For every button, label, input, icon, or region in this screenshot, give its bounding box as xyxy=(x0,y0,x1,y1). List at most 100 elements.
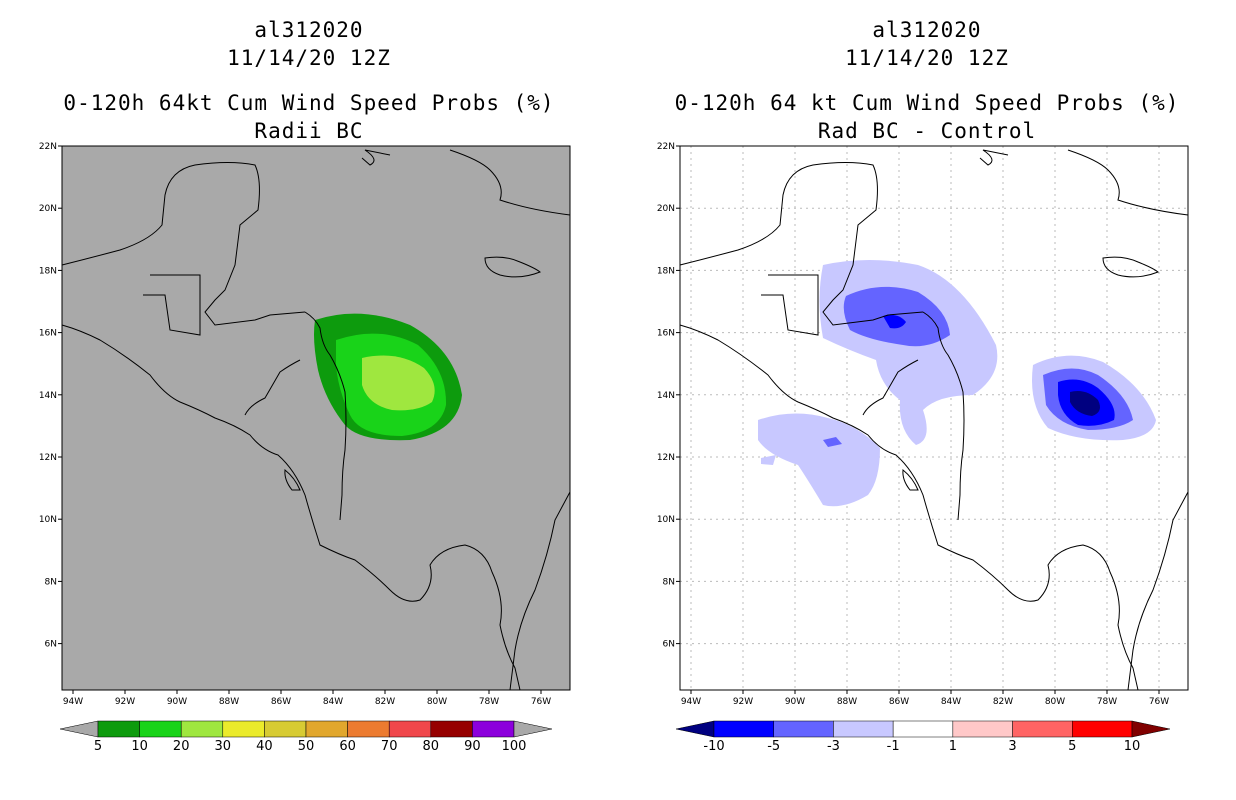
coastline-segment xyxy=(1102,256,1159,278)
coastline-segment xyxy=(361,149,391,166)
lon-label: 78W xyxy=(1097,697,1117,707)
contour-minus1-small xyxy=(761,455,776,465)
lon-label: 92W xyxy=(115,697,135,707)
coastline-segment xyxy=(61,162,306,326)
lat-label: 22N xyxy=(39,142,57,152)
colorbar-label: 80 xyxy=(423,739,440,754)
lat-label: 16N xyxy=(39,329,57,339)
colorbar: 5 10 20 30 40 50 60 70 80 90 100 xyxy=(59,720,553,754)
lon-label: 90W xyxy=(167,697,187,707)
lat-label: 8N xyxy=(45,577,57,587)
lon-label: 92W xyxy=(733,697,753,707)
colorbar-label: 3 xyxy=(1008,739,1016,754)
lon-label: 94W xyxy=(63,697,83,707)
left-map: 22N 20N 18N 16N 14N 12N 10N 8N 6N 94W 92W 90W 88W 86W… xyxy=(39,142,571,754)
coastline-segment xyxy=(922,311,965,521)
colorbar-box xyxy=(713,720,774,738)
axis-ticks: 22N 20N 18N 16N 14N 12N 10N 8N 6N 94W 92W 90W 88W 86W… xyxy=(39,142,551,707)
colorbar-label: -3 xyxy=(827,739,840,754)
coastlines xyxy=(679,149,1189,691)
colorbar-box xyxy=(430,720,473,738)
colorbar-box xyxy=(97,720,140,738)
colorbar-box xyxy=(833,720,894,738)
coastline-segment xyxy=(1127,491,1189,691)
lon-label: 84W xyxy=(941,697,961,707)
colorbar-max-arrow xyxy=(513,720,553,738)
coastline-segment xyxy=(284,469,301,491)
contour-30pct xyxy=(362,355,435,411)
coastline-segment xyxy=(902,469,919,491)
lat-label: 12N xyxy=(39,453,57,463)
lat-label: 18N xyxy=(39,266,57,276)
coastline-segment xyxy=(1067,149,1189,216)
storm-id: al312020 xyxy=(254,18,364,42)
coastline-segment xyxy=(862,359,919,416)
contour-minus10-east xyxy=(1070,391,1100,416)
colorbar-min-arrow xyxy=(675,720,715,738)
lat-label: 6N xyxy=(45,640,57,650)
lat-label: 20N xyxy=(39,204,57,214)
right-map: 22N 20N 18N 16N 14N 12N 10N 8N 6N 94W 92W 90W 88W 86W… xyxy=(657,142,1189,754)
coastline-segment xyxy=(304,311,347,521)
coastline-segment xyxy=(143,274,201,336)
axis-ticks: 22N 20N 18N 16N 14N 12N 10N 8N 6N 94W 92W 90W 88W 86W… xyxy=(657,142,1169,707)
coastline-segment xyxy=(509,491,571,691)
right-map-panel: al312020 11/14/20 12Z 0-120h 64 kt Cum W… xyxy=(618,0,1236,800)
colorbar-box xyxy=(264,720,307,738)
colorbar: -10 -5 -3 -1 1 3 5 10 xyxy=(675,720,1171,754)
map-frame xyxy=(61,145,571,691)
coastline-segment xyxy=(449,149,571,216)
product-subtitle: Radii BC xyxy=(254,119,364,143)
forecast-time: 11/14/20 12Z xyxy=(227,46,391,70)
lon-label: 86W xyxy=(889,697,909,707)
lon-label: 88W xyxy=(219,697,239,707)
colorbar-box xyxy=(139,720,182,738)
lon-label: 94W xyxy=(681,697,701,707)
colorbar-label: 50 xyxy=(298,739,315,754)
lat-label: 10N xyxy=(39,515,57,525)
colorbar-label: 60 xyxy=(339,739,356,754)
contour-minus3-small xyxy=(823,437,842,447)
colorbar-box xyxy=(1012,720,1073,738)
colorbar-box xyxy=(388,720,432,738)
colorbar-label: 10 xyxy=(131,739,148,754)
colorbar-label: -10 xyxy=(703,739,724,754)
lon-label: 76W xyxy=(1149,697,1169,707)
colorbar-label: -1 xyxy=(887,739,900,754)
lon-label: 80W xyxy=(1045,697,1065,707)
difference-contours xyxy=(758,260,1156,507)
colorbar-label: 5 xyxy=(1068,739,1076,754)
colorbar-min-arrow xyxy=(59,720,99,738)
coastline-segment xyxy=(244,359,301,416)
colorbar-box xyxy=(472,720,515,738)
lon-label: 88W xyxy=(837,697,857,707)
lat-label: 18N xyxy=(657,266,675,276)
coastline-segment xyxy=(979,149,1009,166)
lon-label: 76W xyxy=(531,697,551,707)
coastline-segment xyxy=(484,256,541,278)
lat-label: 14N xyxy=(39,391,57,401)
colorbar-box xyxy=(952,720,1013,738)
lat-label: 6N xyxy=(663,640,675,650)
storm-id: al312020 xyxy=(872,18,982,42)
lat-label: 14N xyxy=(657,391,675,401)
lat-label: 20N xyxy=(657,204,675,214)
product-title: 0-120h 64 kt Cum Wind Speed Probs (%) xyxy=(674,91,1180,115)
lat-label: 16N xyxy=(657,329,675,339)
lat-label: 12N xyxy=(657,453,675,463)
colorbar-label: 100 xyxy=(502,739,527,754)
colorbar-box xyxy=(222,720,265,738)
probability-contours xyxy=(314,313,462,441)
coastline-segment xyxy=(61,324,521,691)
colorbar-label: 5 xyxy=(94,739,102,754)
colorbar-max-arrow xyxy=(1131,720,1171,738)
lon-label: 86W xyxy=(271,697,291,707)
colorbar-box xyxy=(1072,720,1133,738)
lon-label: 82W xyxy=(375,697,395,707)
lat-label: 22N xyxy=(657,142,675,152)
lon-label: 80W xyxy=(427,697,447,707)
colorbar-box xyxy=(773,720,834,738)
coastline-segment xyxy=(679,162,924,326)
colorbar-label: 10 xyxy=(1124,739,1141,754)
colorbar-box xyxy=(892,720,954,738)
